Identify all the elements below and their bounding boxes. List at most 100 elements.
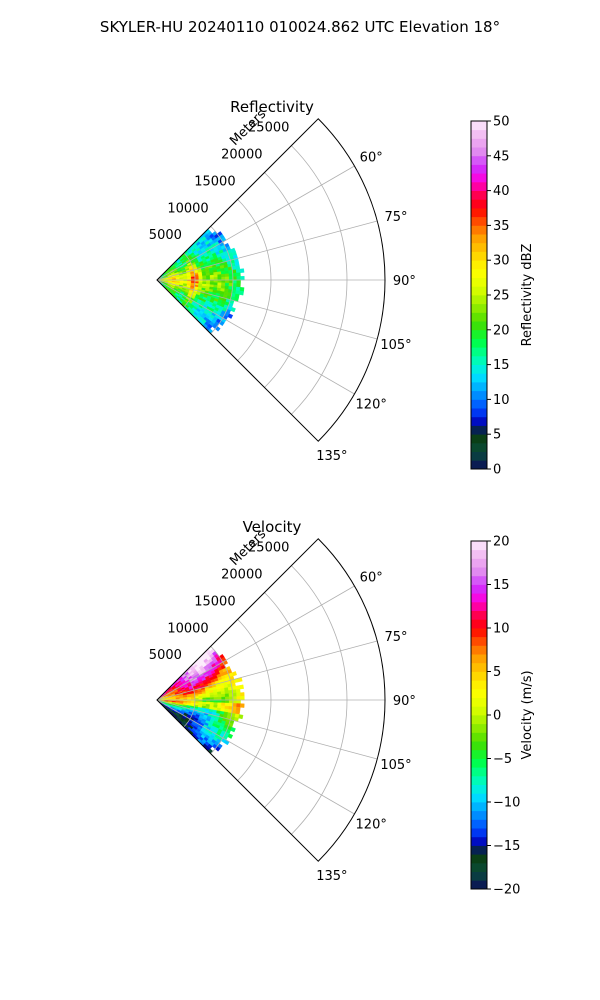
radar-gate <box>236 696 241 701</box>
colorbar-segment <box>471 862 487 872</box>
radar-gate <box>217 699 222 704</box>
colorbar-segment <box>471 208 487 218</box>
radar-gate <box>240 692 245 697</box>
colorbar-segment <box>471 268 487 278</box>
azimuth-tick-label: 105° <box>380 758 411 773</box>
radar-gate <box>236 703 241 708</box>
velocity-frame <box>156 538 386 862</box>
radar-gate <box>239 684 244 690</box>
radar-gate <box>221 279 226 284</box>
colorbar-segment <box>471 295 487 305</box>
radar-gate <box>227 313 234 319</box>
azimuth-tick-label: 135° <box>316 869 347 884</box>
radar-gate <box>240 275 245 281</box>
colorbar-segment <box>471 775 487 785</box>
colorbar-segment <box>471 199 487 209</box>
colorbar-segment <box>471 828 487 838</box>
radar-gate <box>213 274 218 278</box>
reflectivity-grid <box>156 145 385 415</box>
colorbar-tick-label: 20 <box>493 323 510 338</box>
radar-gate <box>221 699 226 704</box>
colorbar-segment <box>471 802 487 812</box>
radar-gate <box>213 699 219 703</box>
colorbar-tick-label: −5 <box>493 752 512 767</box>
radial-tick-label: 5000 <box>149 228 182 243</box>
radar-gate <box>236 279 241 284</box>
colorbar-segment <box>471 416 487 426</box>
colorbar-segment <box>471 575 487 585</box>
colorbar-segment <box>471 654 487 664</box>
radar-gate <box>239 268 245 273</box>
azimuth-tick-label: 90° <box>393 274 416 289</box>
radar-gate <box>238 714 244 720</box>
reflectivity-colorbar: 0 5 10 15 20 25 30 35 40 45 50 Reflectivity dBZ <box>470 115 535 478</box>
radar-gate <box>221 276 226 281</box>
colorbar-label: Reflectivity dBZ <box>520 244 535 347</box>
colorbar-tick-label: 10 <box>493 622 510 637</box>
colorbar-segment <box>471 451 487 461</box>
radar-gate <box>236 699 241 704</box>
colorbar-tick-label: −10 <box>493 796 520 811</box>
colorbar-segment <box>471 355 487 365</box>
colorbar-segment <box>471 225 487 235</box>
azimuth-tick-label: 120° <box>356 818 387 833</box>
colorbar-tick-label: 15 <box>493 578 510 593</box>
radial-tick-label: 10000 <box>167 621 208 636</box>
colorbar-segment <box>471 784 487 794</box>
reflectivity-panel: Reflectivity 500010000150002000025000Met… <box>149 98 535 478</box>
radar-gate <box>225 699 230 704</box>
colorbar-segment <box>471 181 487 191</box>
radar-gate <box>217 276 222 281</box>
radial-tick-label: 20000 <box>221 568 262 583</box>
colorbar-segment <box>471 671 487 681</box>
radar-gate <box>209 274 215 278</box>
colorbar-segment <box>471 819 487 829</box>
azimuth-spoke <box>156 640 378 701</box>
colorbar-tick-label: 35 <box>493 219 510 234</box>
colorbar-segment <box>471 216 487 226</box>
colorbar-label: Velocity (m/s) <box>520 670 535 759</box>
radar-gate <box>224 693 230 698</box>
colorbar-segment <box>471 584 487 594</box>
colorbar-segment <box>471 364 487 374</box>
colorbar-segment <box>471 619 487 629</box>
colorbar-segment <box>471 845 487 855</box>
colorbar-segment <box>471 688 487 698</box>
radar-gate <box>224 282 230 287</box>
colorbar-segment <box>471 680 487 690</box>
radar-gate <box>209 694 215 698</box>
colorbar-segment <box>471 836 487 846</box>
colorbar-segment <box>471 793 487 803</box>
radar-gate <box>235 688 241 694</box>
radar-gate <box>232 696 238 701</box>
radial-tick-label: 10000 <box>167 201 208 216</box>
azimuth-tick-label: 90° <box>393 694 416 709</box>
colorbar-tick-label: −15 <box>493 839 520 854</box>
radar-gate <box>221 693 226 698</box>
colorbar-tick-label: 40 <box>493 184 510 199</box>
colorbar-segment <box>471 854 487 864</box>
radar-gate <box>194 696 200 699</box>
colorbar-tick-label: −20 <box>493 883 520 898</box>
colorbar-segment <box>471 155 487 165</box>
azimuth-spoke <box>156 699 378 760</box>
radar-gate <box>213 697 219 701</box>
radar-gate <box>240 703 245 708</box>
colorbar-segment <box>471 610 487 620</box>
radar-gate <box>232 276 238 281</box>
colorbar-segment <box>471 749 487 759</box>
radar-gate <box>205 695 211 699</box>
azimuth-tick-label: 105° <box>380 338 411 353</box>
azimuth-tick-label: 75° <box>384 630 407 645</box>
colorbar-segment <box>471 121 487 131</box>
azimuth-tick-label: 75° <box>384 210 407 225</box>
azimuth-spoke <box>156 279 378 340</box>
colorbar-segment <box>471 251 487 261</box>
colorbar-tick-label: 10 <box>493 393 510 408</box>
radar-gate <box>217 279 222 284</box>
radar-gate <box>232 279 238 284</box>
radar-gate <box>239 290 244 296</box>
reflectivity-frame <box>156 118 386 442</box>
radar-gate <box>232 699 238 704</box>
